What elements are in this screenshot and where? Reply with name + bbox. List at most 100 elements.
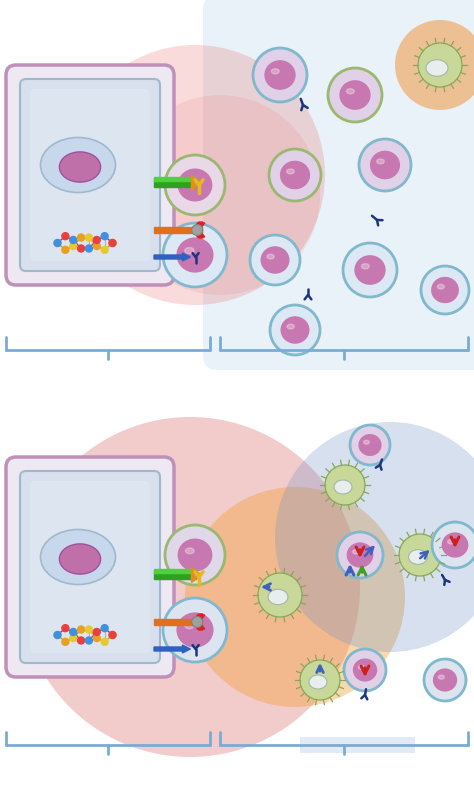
Ellipse shape <box>364 440 369 444</box>
FancyBboxPatch shape <box>6 65 174 285</box>
Ellipse shape <box>447 540 455 544</box>
Circle shape <box>275 422 474 652</box>
FancyArrow shape <box>154 571 197 579</box>
Ellipse shape <box>185 622 194 629</box>
Circle shape <box>258 573 302 617</box>
Ellipse shape <box>176 612 214 648</box>
Circle shape <box>93 629 100 635</box>
Circle shape <box>325 465 365 505</box>
Circle shape <box>399 534 441 576</box>
Circle shape <box>424 659 466 701</box>
Ellipse shape <box>40 138 116 192</box>
Ellipse shape <box>185 548 194 554</box>
Ellipse shape <box>185 247 194 254</box>
Circle shape <box>78 234 84 241</box>
Circle shape <box>85 245 92 252</box>
Ellipse shape <box>59 544 100 574</box>
Ellipse shape <box>334 480 352 494</box>
Circle shape <box>350 425 390 465</box>
Ellipse shape <box>358 665 365 669</box>
Ellipse shape <box>176 238 214 273</box>
Circle shape <box>78 637 84 644</box>
Circle shape <box>85 234 92 241</box>
Circle shape <box>109 631 116 638</box>
Ellipse shape <box>346 542 374 568</box>
FancyBboxPatch shape <box>203 0 474 370</box>
FancyBboxPatch shape <box>20 471 160 663</box>
Circle shape <box>191 224 203 235</box>
Ellipse shape <box>287 169 294 174</box>
Circle shape <box>101 233 108 239</box>
Circle shape <box>93 236 100 243</box>
Circle shape <box>432 522 474 568</box>
Circle shape <box>270 305 320 355</box>
Ellipse shape <box>377 159 384 164</box>
FancyBboxPatch shape <box>6 457 174 677</box>
Circle shape <box>62 638 69 646</box>
Ellipse shape <box>409 549 428 564</box>
Circle shape <box>78 245 84 252</box>
FancyArrow shape <box>197 232 205 238</box>
Circle shape <box>418 43 462 87</box>
Ellipse shape <box>280 161 310 189</box>
Ellipse shape <box>178 169 212 201</box>
Ellipse shape <box>353 549 359 554</box>
Ellipse shape <box>361 264 369 269</box>
Circle shape <box>337 532 383 578</box>
Circle shape <box>165 525 225 585</box>
Ellipse shape <box>267 254 274 259</box>
Circle shape <box>109 631 116 638</box>
Ellipse shape <box>442 533 468 557</box>
Ellipse shape <box>178 538 212 572</box>
Ellipse shape <box>346 89 354 94</box>
Circle shape <box>185 487 405 707</box>
Circle shape <box>109 239 116 246</box>
Circle shape <box>343 243 397 297</box>
Ellipse shape <box>426 60 448 76</box>
Circle shape <box>163 598 227 662</box>
Circle shape <box>344 649 386 691</box>
Circle shape <box>70 634 77 642</box>
Circle shape <box>62 246 69 254</box>
Circle shape <box>269 149 321 201</box>
FancyArrow shape <box>154 569 197 573</box>
Circle shape <box>54 631 61 638</box>
Circle shape <box>421 266 469 314</box>
Circle shape <box>65 45 325 305</box>
Ellipse shape <box>358 434 382 456</box>
Circle shape <box>93 242 100 250</box>
FancyArrow shape <box>154 179 197 187</box>
Ellipse shape <box>438 675 445 679</box>
Ellipse shape <box>353 658 377 681</box>
FancyBboxPatch shape <box>20 79 160 271</box>
FancyArrow shape <box>154 619 202 625</box>
FancyArrow shape <box>197 624 205 630</box>
Circle shape <box>70 236 77 243</box>
Ellipse shape <box>433 669 457 692</box>
Ellipse shape <box>431 277 459 303</box>
Ellipse shape <box>355 255 386 285</box>
Circle shape <box>20 417 360 757</box>
Ellipse shape <box>272 68 279 74</box>
Circle shape <box>101 625 108 632</box>
Ellipse shape <box>287 324 294 329</box>
Circle shape <box>250 235 300 285</box>
FancyArrow shape <box>197 614 205 620</box>
Ellipse shape <box>40 529 116 584</box>
Circle shape <box>93 634 100 642</box>
Circle shape <box>62 233 69 239</box>
Ellipse shape <box>261 246 290 273</box>
Ellipse shape <box>281 316 310 343</box>
Circle shape <box>101 638 108 646</box>
Circle shape <box>253 48 307 102</box>
Circle shape <box>359 139 411 191</box>
Circle shape <box>54 631 61 638</box>
Circle shape <box>101 246 108 254</box>
Circle shape <box>70 629 77 635</box>
Circle shape <box>328 68 382 122</box>
FancyArrow shape <box>191 568 201 583</box>
FancyBboxPatch shape <box>30 481 150 653</box>
FancyArrow shape <box>154 253 191 261</box>
FancyArrow shape <box>191 176 201 191</box>
Ellipse shape <box>264 60 296 90</box>
